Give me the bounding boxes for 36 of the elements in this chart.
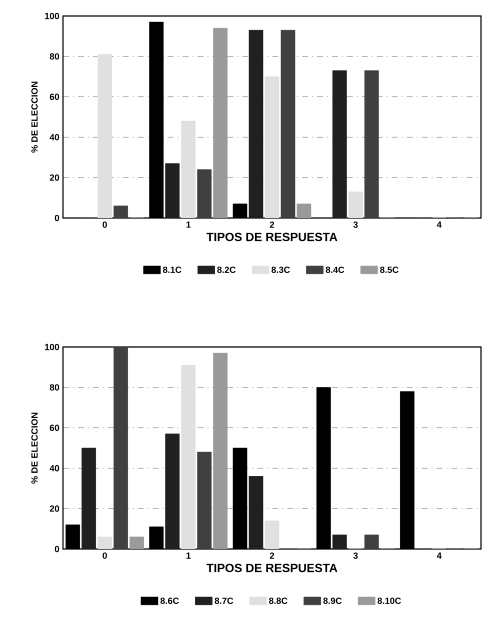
x-tick-label: 2	[270, 552, 274, 559]
x-tick-label: 3	[353, 222, 358, 228]
x-axis-title: TIPOS DE RESPUESTA	[206, 232, 338, 242]
y-axis-title: % DE ELECCION	[31, 82, 38, 153]
x-tick-label: 0	[102, 552, 107, 559]
y-tick-label: 20	[50, 174, 60, 181]
y-tick-label: 80	[50, 384, 60, 391]
x-tick-label: 4	[436, 552, 442, 559]
legend-label: 8.10C	[378, 598, 401, 604]
legend-label: 8.3C	[272, 266, 290, 273]
legend-label: 8.9C	[323, 598, 342, 604]
x-tick-label: 4	[436, 222, 442, 228]
x-axis-title: TIPOS DE RESPUESTA	[206, 564, 338, 572]
y-tick-label: 100	[45, 12, 60, 20]
y-tick-label: 40	[50, 134, 60, 140]
y-tick-label: 60	[50, 94, 60, 100]
x-tick-label: 1	[186, 552, 191, 559]
legend-label: 8.1C	[162, 266, 182, 273]
y-tick-label: 0	[54, 546, 60, 552]
y-axis-title: % DE ELECCION	[31, 412, 38, 484]
x-tick-label: 3	[353, 552, 358, 559]
legend-label: 8.8C	[269, 598, 288, 604]
legend-label: 8.4C	[326, 266, 344, 273]
y-tick-label: 40	[50, 465, 60, 472]
legend-label: 8.7C	[214, 598, 234, 604]
legend-label: 8.6C	[160, 598, 179, 604]
y-tick-label: 20	[50, 505, 60, 512]
legend-label: 8.2C	[217, 266, 236, 273]
y-tick-label: 100	[45, 344, 60, 350]
y-tick-label: 0	[54, 214, 60, 222]
y-tick-label: 60	[50, 424, 60, 431]
y-tick-label: 80	[50, 53, 60, 60]
x-tick-label: 1	[186, 222, 191, 228]
legend-label: 8.5C	[380, 266, 398, 273]
x-tick-label: 0	[102, 222, 107, 228]
x-tick-label: 2	[270, 222, 274, 228]
